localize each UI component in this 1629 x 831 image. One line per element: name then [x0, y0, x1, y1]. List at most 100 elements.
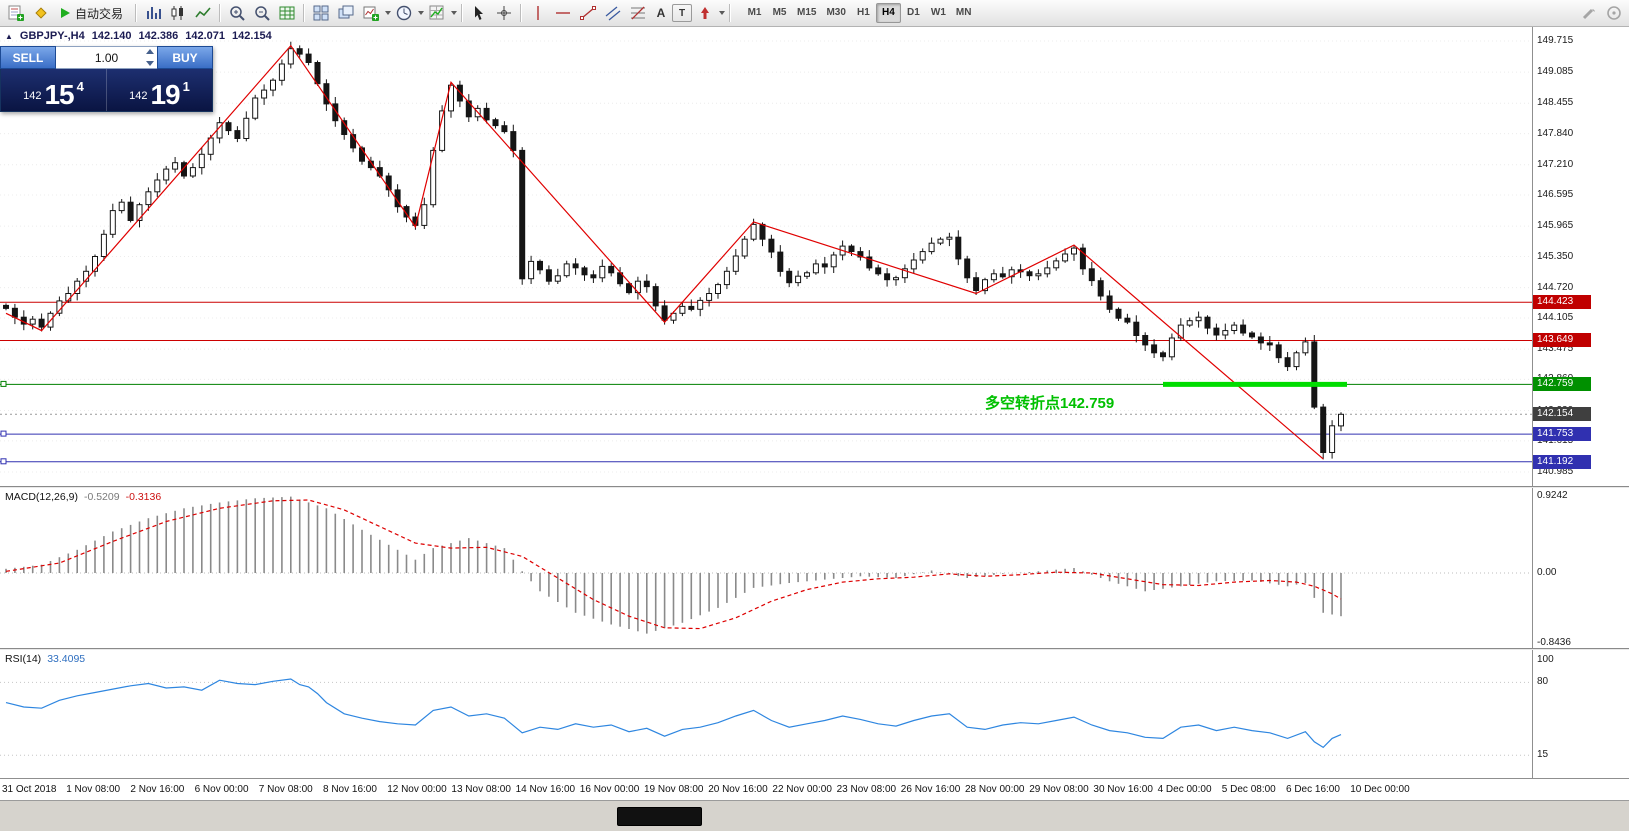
macd-axis[interactable]: 0.9242 0.00 -0.8436 — [1533, 488, 1629, 648]
horizontal-line-icon — [555, 12, 570, 14]
timeframe-mn[interactable]: MN — [955, 7, 972, 18]
lot-decrease-button[interactable] — [145, 61, 154, 66]
macd-panel: MACD(12,26,9) -0.5209 -0.3136 0.9242 0.00… — [0, 488, 1629, 648]
sell-price-point: 4 — [76, 79, 84, 94]
time-axis-label: 13 Nov 08:00 — [451, 784, 511, 795]
horizontal-line-tool-button[interactable] — [550, 2, 575, 24]
rsi-canvas[interactable] — [0, 650, 1532, 778]
macd-canvas[interactable] — [0, 488, 1532, 648]
price-chart-canvas[interactable]: 多空转折点142.759 — [0, 27, 1532, 486]
zoom-in-icon — [229, 6, 245, 21]
trendline-tool-button[interactable] — [575, 2, 600, 24]
bid-price-label: 142.154 — [1533, 407, 1591, 422]
timeframe-h1[interactable]: H1 — [857, 7, 870, 18]
new-chart-icon — [363, 6, 379, 21]
fibonacci-icon — [630, 6, 645, 20]
cursor-tool-button[interactable] — [466, 2, 491, 24]
timeframe-m15[interactable]: M15 — [797, 7, 817, 18]
grid-toggle-button[interactable] — [274, 2, 299, 24]
candlestick-chart-button[interactable] — [165, 2, 190, 24]
timeframe-d1[interactable]: D1 — [907, 7, 920, 18]
fibonacci-tool-button[interactable] — [625, 2, 650, 24]
toolbar-separator — [303, 4, 305, 22]
price-line-label[interactable]: 141.192 — [1533, 454, 1591, 469]
crosshair-tool-button[interactable] — [491, 2, 516, 24]
arrows-dropdown-icon[interactable] — [719, 11, 726, 15]
macd-title: MACD(12,26,9) -0.5209 -0.3136 — [5, 491, 161, 503]
time-axis-label: 8 Nov 16:00 — [323, 784, 377, 795]
rsi-chart-area[interactable]: RSI(14) 33.4095 — [0, 650, 1533, 778]
taskbar-active-window-button[interactable] — [617, 807, 702, 826]
lot-size-value: 1.00 — [94, 50, 119, 65]
sell-button[interactable]: SELL — [0, 46, 56, 69]
cascade-windows-button[interactable] — [333, 2, 358, 24]
timeframe-m5[interactable]: M5 — [772, 7, 787, 18]
time-axis-label: 31 Oct 2018 — [2, 784, 57, 795]
edit-icon[interactable] — [1576, 2, 1601, 24]
price-line-label[interactable]: 142.759 — [1533, 377, 1591, 392]
price-tick-label: 145.350 — [1537, 250, 1574, 262]
arrows-tool-button[interactable] — [692, 2, 717, 24]
rsi-title: RSI(14) 33.4095 — [5, 653, 85, 665]
vertical-line-icon — [536, 6, 539, 20]
time-axis-label: 20 Nov 16:00 — [708, 784, 768, 795]
rsi-axis[interactable]: 100 80 15 — [1533, 650, 1629, 778]
symbol-name: GBPJPY-,H4 — [19, 30, 85, 42]
label-tool-icon: T — [678, 7, 686, 19]
vertical-line-tool-button[interactable] — [525, 2, 550, 24]
price-line-label[interactable]: 143.649 — [1533, 333, 1591, 348]
new-chart-dropdown-icon[interactable] — [385, 11, 392, 15]
tile-windows-icon — [313, 5, 329, 21]
cursor-icon — [474, 6, 483, 20]
lot-size-field[interactable]: 1.00 — [56, 46, 157, 69]
new-order-button[interactable] — [3, 2, 28, 24]
one-click-trading-panel: SELL 1.00 BUY 142 15 4 — [0, 46, 213, 112]
indicators-dropdown-icon[interactable] — [451, 11, 458, 15]
indicators-button[interactable] — [424, 2, 449, 24]
price-axis[interactable]: 149.715 149.085 148.455 147.840 147.210 146.5… — [1533, 27, 1629, 486]
label-tool-button[interactable]: T — [672, 4, 693, 22]
sell-price[interactable]: 142 15 4 — [1, 69, 107, 111]
bar-chart-icon — [146, 7, 161, 19]
clock-button[interactable] — [391, 2, 416, 24]
panel-resize-handle[interactable] — [0, 648, 1629, 650]
price-tick-label: 147.840 — [1537, 127, 1574, 139]
time-axis[interactable]: 31 Oct 2018 1 Nov 08:00 2 Nov 16:00 6 Nov 0… — [0, 778, 1629, 800]
price-tick-label: 148.455 — [1537, 97, 1574, 109]
autotrading-toggle[interactable]: 自动交易 — [53, 2, 131, 24]
profiles-button[interactable] — [28, 2, 53, 24]
text-tool-button[interactable]: A — [650, 2, 672, 24]
new-chart-button[interactable] — [358, 2, 383, 24]
macd-chart-area[interactable]: MACD(12,26,9) -0.5209 -0.3136 — [0, 488, 1533, 648]
line-chart-button[interactable] — [190, 2, 215, 24]
main-toolbar: 自动交易 — [0, 0, 1629, 27]
channel-tool-button[interactable] — [600, 2, 625, 24]
ohlc-open: 142.140 — [91, 30, 132, 42]
price-chart-area[interactable]: 多空转折点142.759 ▲ GBPJPY-,H4 142.140 142.38… — [0, 27, 1533, 486]
price-line-label[interactable]: 144.423 — [1533, 295, 1591, 310]
time-axis-label: 26 Nov 16:00 — [900, 784, 961, 795]
bar-chart-button[interactable] — [140, 2, 165, 24]
timeframe-w1[interactable]: W1 — [930, 7, 946, 18]
timeframe-m1[interactable]: M1 — [747, 7, 762, 18]
one-click-collapse-icon[interactable]: ▲ — [5, 31, 13, 41]
lot-increase-button[interactable] — [145, 49, 154, 54]
panel-resize-handle[interactable] — [0, 486, 1629, 488]
sell-price-prefix: 142 — [23, 90, 42, 102]
time-axis-label: 29 Nov 08:00 — [1029, 784, 1089, 795]
diamond-icon — [34, 7, 47, 19]
buy-price[interactable]: 142 19 1 — [107, 69, 212, 111]
zoom-in-button[interactable] — [224, 2, 249, 24]
zoom-out-button[interactable] — [249, 2, 274, 24]
macd-axis-label: -0.8436 — [1537, 637, 1571, 649]
chart-panel: 多空转折点142.759 ▲ GBPJPY-,H4 142.140 142.38… — [0, 27, 1629, 486]
info-icon[interactable] — [1601, 2, 1626, 24]
price-line-label[interactable]: 141.753 — [1533, 427, 1591, 442]
time-axis-label: 23 Nov 08:00 — [836, 784, 897, 795]
timeframe-h4[interactable]: H4 — [875, 3, 901, 23]
tile-windows-button[interactable] — [308, 2, 333, 24]
timeframe-m30[interactable]: M30 — [826, 7, 846, 18]
buy-button[interactable]: BUY — [157, 46, 213, 69]
clock-dropdown-icon[interactable] — [418, 11, 425, 15]
toolbar-separator — [461, 4, 463, 22]
